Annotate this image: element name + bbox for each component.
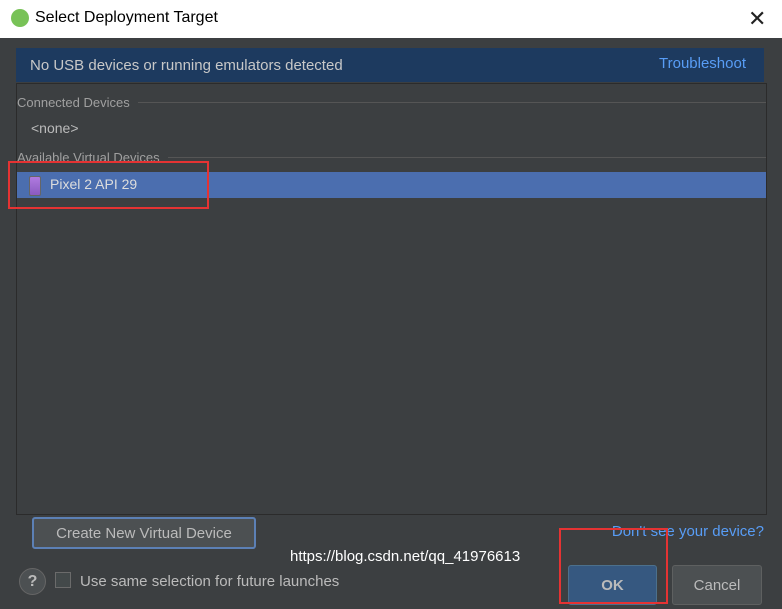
ok-button[interactable]: OK [568, 565, 657, 605]
close-icon[interactable]: ✕ [748, 6, 767, 31]
title-bar: Select Deployment Target ✕ [0, 0, 782, 38]
status-banner: No USB devices or running emulators dete… [16, 48, 764, 82]
remember-label: Use same selection for future launches [80, 573, 340, 590]
help-button[interactable]: ? [19, 568, 46, 595]
highlight-box [559, 528, 668, 604]
watermark: https://blog.csdn.net/qq_41976613 [290, 548, 521, 565]
create-virtual-device-button[interactable]: Create New Virtual Device [32, 517, 256, 549]
connected-devices-header: Connected Devices [17, 95, 766, 110]
troubleshoot-link[interactable]: Troubleshoot [659, 55, 746, 72]
highlight-box [8, 161, 209, 209]
connected-empty: <none> [31, 120, 79, 136]
window-title: Select Deployment Target [35, 9, 218, 26]
device-label: Pixel 2 API 29 [50, 176, 138, 192]
remember-checkbox[interactable] [55, 572, 71, 588]
banner-text: No USB devices or running emulators dete… [30, 57, 343, 74]
android-studio-logo-icon [11, 9, 29, 27]
phone-icon [29, 176, 41, 196]
device-list: Connected Devices <none> Available Virtu… [16, 83, 767, 515]
dont-see-device-link[interactable]: Don't see your device? [611, 523, 764, 540]
device-row-pixel-2-api-29[interactable]: Pixel 2 API 29 [17, 172, 766, 198]
cancel-button[interactable]: Cancel [672, 565, 762, 605]
connected-devices-label: Connected Devices [17, 95, 130, 110]
